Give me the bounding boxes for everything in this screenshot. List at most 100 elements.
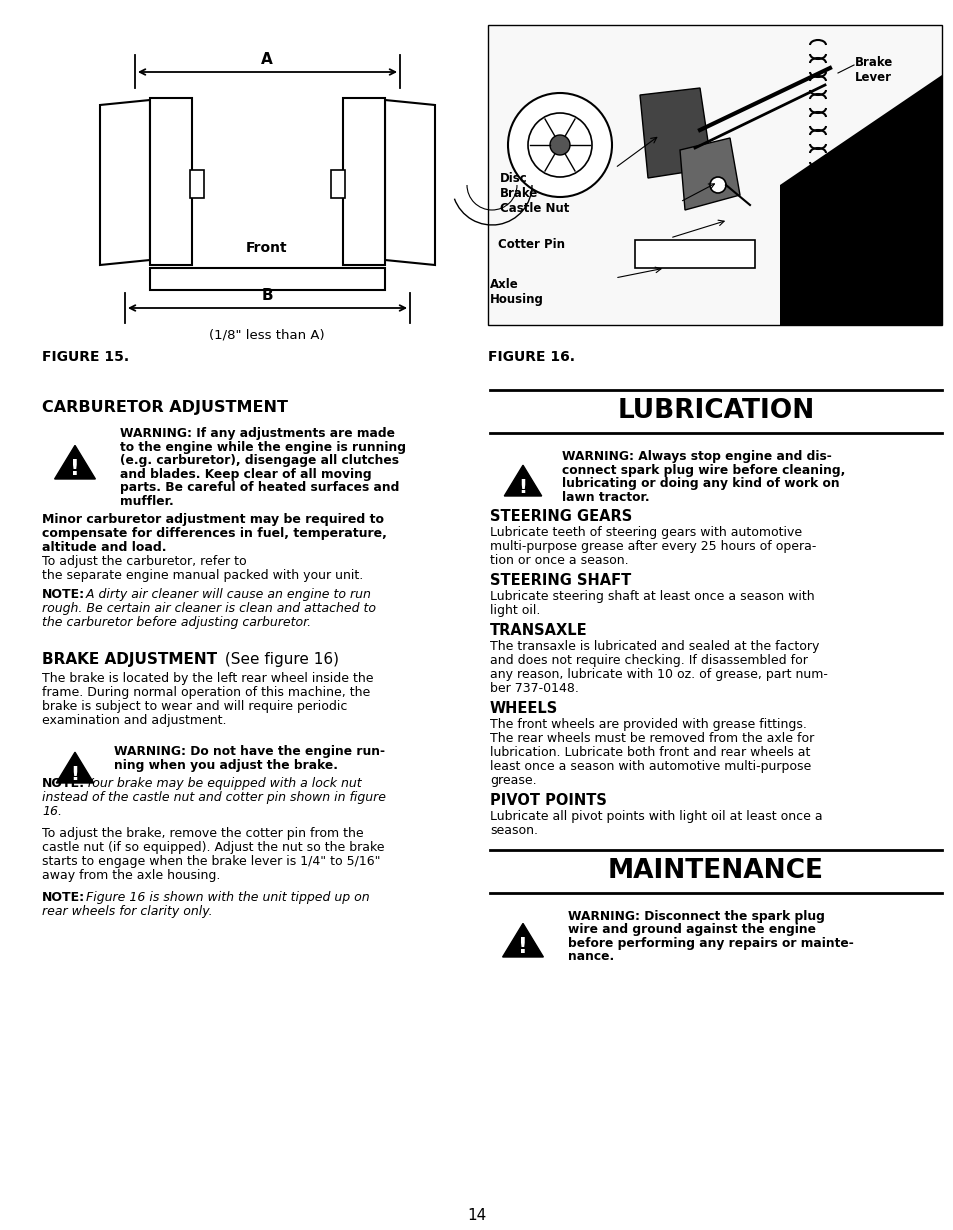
Bar <box>190 170 204 198</box>
Text: BRAKE ADJUSTMENT: BRAKE ADJUSTMENT <box>42 652 217 667</box>
Text: the separate engine manual packed with your unit.: the separate engine manual packed with y… <box>42 569 363 582</box>
Bar <box>150 268 385 290</box>
Text: !: ! <box>518 477 527 497</box>
Text: light oil.: light oil. <box>490 604 539 617</box>
Polygon shape <box>54 445 95 478</box>
Polygon shape <box>100 100 150 264</box>
Text: away from the axle housing.: away from the axle housing. <box>42 870 220 882</box>
Text: Lubricate teeth of steering gears with automotive: Lubricate teeth of steering gears with a… <box>490 526 801 539</box>
Text: A dirty air cleaner will cause an engine to run: A dirty air cleaner will cause an engine… <box>82 588 371 601</box>
Polygon shape <box>385 100 435 264</box>
Polygon shape <box>780 75 941 325</box>
Text: STEERING SHAFT: STEERING SHAFT <box>490 573 631 588</box>
Text: Castle Nut: Castle Nut <box>499 202 569 215</box>
Text: examination and adjustment.: examination and adjustment. <box>42 713 226 727</box>
Text: TRANSAXLE: TRANSAXLE <box>490 624 587 638</box>
Text: Brake
Lever: Brake Lever <box>854 57 892 84</box>
Text: STEERING GEARS: STEERING GEARS <box>490 509 632 524</box>
Text: starts to engage when the brake lever is 1/4" to 5/16": starts to engage when the brake lever is… <box>42 855 380 868</box>
Text: To adjust the carburetor, refer to: To adjust the carburetor, refer to <box>42 555 247 568</box>
Text: Lubricate all pivot points with light oil at least once a: Lubricate all pivot points with light oi… <box>490 811 821 823</box>
Text: The brake is located by the left rear wheel inside the: The brake is located by the left rear wh… <box>42 672 374 685</box>
Polygon shape <box>502 924 543 957</box>
Text: To adjust the brake, remove the cotter pin from the: To adjust the brake, remove the cotter p… <box>42 827 363 840</box>
Text: Front: Front <box>246 241 288 255</box>
Text: MAINTENANCE: MAINTENANCE <box>607 859 823 884</box>
Text: FIGURE 15.: FIGURE 15. <box>42 351 129 364</box>
Text: NOTE:: NOTE: <box>42 891 85 904</box>
Text: B: B <box>261 288 273 303</box>
Text: !: ! <box>71 765 79 784</box>
Text: WARNING: Disconnect the spark plug: WARNING: Disconnect the spark plug <box>567 910 824 922</box>
Bar <box>150 98 192 264</box>
Text: 16.: 16. <box>42 804 62 818</box>
Text: (e.g. carburetor), disengage all clutches: (e.g. carburetor), disengage all clutche… <box>120 454 398 467</box>
Text: 14: 14 <box>467 1208 486 1223</box>
Text: The rear wheels must be removed from the axle for: The rear wheels must be removed from the… <box>490 732 814 745</box>
Text: NOTE:: NOTE: <box>42 588 85 601</box>
Text: WARNING: If any adjustments are made: WARNING: If any adjustments are made <box>120 427 395 440</box>
Text: The transaxle is lubricated and sealed at the factory: The transaxle is lubricated and sealed a… <box>490 640 819 653</box>
Text: lubricating or doing any kind of work on: lubricating or doing any kind of work on <box>561 477 839 490</box>
Text: muffler.: muffler. <box>120 494 173 508</box>
Text: Minor carburetor adjustment may be required to: Minor carburetor adjustment may be requi… <box>42 513 384 526</box>
Circle shape <box>550 135 569 155</box>
Polygon shape <box>639 89 711 178</box>
Text: nance.: nance. <box>567 951 614 963</box>
Text: ning when you adjust the brake.: ning when you adjust the brake. <box>113 759 337 771</box>
Text: Disc
Brake: Disc Brake <box>499 172 537 200</box>
Text: A: A <box>261 52 273 66</box>
Text: PIVOT POINTS: PIVOT POINTS <box>490 793 606 808</box>
Text: compensate for differences in fuel, temperature,: compensate for differences in fuel, temp… <box>42 526 387 540</box>
Text: the carburetor before adjusting carburetor.: the carburetor before adjusting carburet… <box>42 616 311 629</box>
Text: grease.: grease. <box>490 774 536 787</box>
Text: before performing any repairs or mainte-: before performing any repairs or mainte- <box>567 937 853 950</box>
Text: WHEELS: WHEELS <box>490 701 558 716</box>
Bar <box>331 170 345 198</box>
Text: WARNING: Always stop engine and dis-: WARNING: Always stop engine and dis- <box>561 450 831 462</box>
Text: castle nut (if so equipped). Adjust the nut so the brake: castle nut (if so equipped). Adjust the … <box>42 841 384 854</box>
Text: brake is subject to wear and will require periodic: brake is subject to wear and will requir… <box>42 700 347 713</box>
Text: Your brake may be equipped with a lock nut: Your brake may be equipped with a lock n… <box>82 777 361 790</box>
Text: FIGURE 16.: FIGURE 16. <box>488 351 575 364</box>
Text: connect spark plug wire before cleaning,: connect spark plug wire before cleaning, <box>561 464 844 476</box>
Text: parts. Be careful of heated surfaces and: parts. Be careful of heated surfaces and <box>120 481 399 494</box>
Text: The front wheels are provided with grease fittings.: The front wheels are provided with greas… <box>490 718 806 731</box>
Text: LUBRICATION: LUBRICATION <box>617 399 814 424</box>
Text: to the engine while the engine is running: to the engine while the engine is runnin… <box>120 440 406 454</box>
Circle shape <box>527 113 592 177</box>
Text: multi-purpose grease after every 25 hours of opera-: multi-purpose grease after every 25 hour… <box>490 540 816 554</box>
Text: !: ! <box>517 937 527 957</box>
Text: rough. Be certain air cleaner is clean and attached to: rough. Be certain air cleaner is clean a… <box>42 601 375 615</box>
Polygon shape <box>504 465 541 496</box>
Text: wire and ground against the engine: wire and ground against the engine <box>567 924 815 936</box>
Polygon shape <box>56 753 93 784</box>
Text: tion or once a season.: tion or once a season. <box>490 554 628 567</box>
Text: ber 737-0148.: ber 737-0148. <box>490 681 578 695</box>
Text: CARBURETOR ADJUSTMENT: CARBURETOR ADJUSTMENT <box>42 400 288 415</box>
Circle shape <box>507 93 612 197</box>
Text: lubrication. Lubricate both front and rear wheels at: lubrication. Lubricate both front and re… <box>490 747 809 759</box>
Bar <box>488 25 941 325</box>
Text: NOTE:: NOTE: <box>42 777 85 790</box>
Text: instead of the castle nut and cotter pin shown in figure: instead of the castle nut and cotter pin… <box>42 791 386 804</box>
Text: !: ! <box>71 459 80 480</box>
Text: and blades. Keep clear of all moving: and blades. Keep clear of all moving <box>120 467 372 481</box>
Text: (1/8" less than A): (1/8" less than A) <box>209 328 324 341</box>
Text: rear wheels for clarity only.: rear wheels for clarity only. <box>42 905 213 918</box>
Circle shape <box>709 177 725 193</box>
Text: WARNING: Do not have the engine run-: WARNING: Do not have the engine run- <box>113 745 385 758</box>
Text: Axle
Housing: Axle Housing <box>490 278 543 306</box>
Text: and does not require checking. If disassembled for: and does not require checking. If disass… <box>490 654 807 667</box>
Text: frame. During normal operation of this machine, the: frame. During normal operation of this m… <box>42 686 370 699</box>
Text: any reason, lubricate with 10 oz. of grease, part num-: any reason, lubricate with 10 oz. of gre… <box>490 668 827 681</box>
Text: (See figure 16): (See figure 16) <box>220 652 338 667</box>
Text: Cotter Pin: Cotter Pin <box>497 237 564 251</box>
Bar <box>635 240 754 268</box>
Text: Figure 16 is shown with the unit tipped up on: Figure 16 is shown with the unit tipped … <box>82 891 369 904</box>
Text: Lubricate steering shaft at least once a season with: Lubricate steering shaft at least once a… <box>490 590 814 603</box>
Text: lawn tractor.: lawn tractor. <box>561 491 649 503</box>
Bar <box>343 98 385 264</box>
Text: altitude and load.: altitude and load. <box>42 541 167 554</box>
Polygon shape <box>679 138 740 210</box>
